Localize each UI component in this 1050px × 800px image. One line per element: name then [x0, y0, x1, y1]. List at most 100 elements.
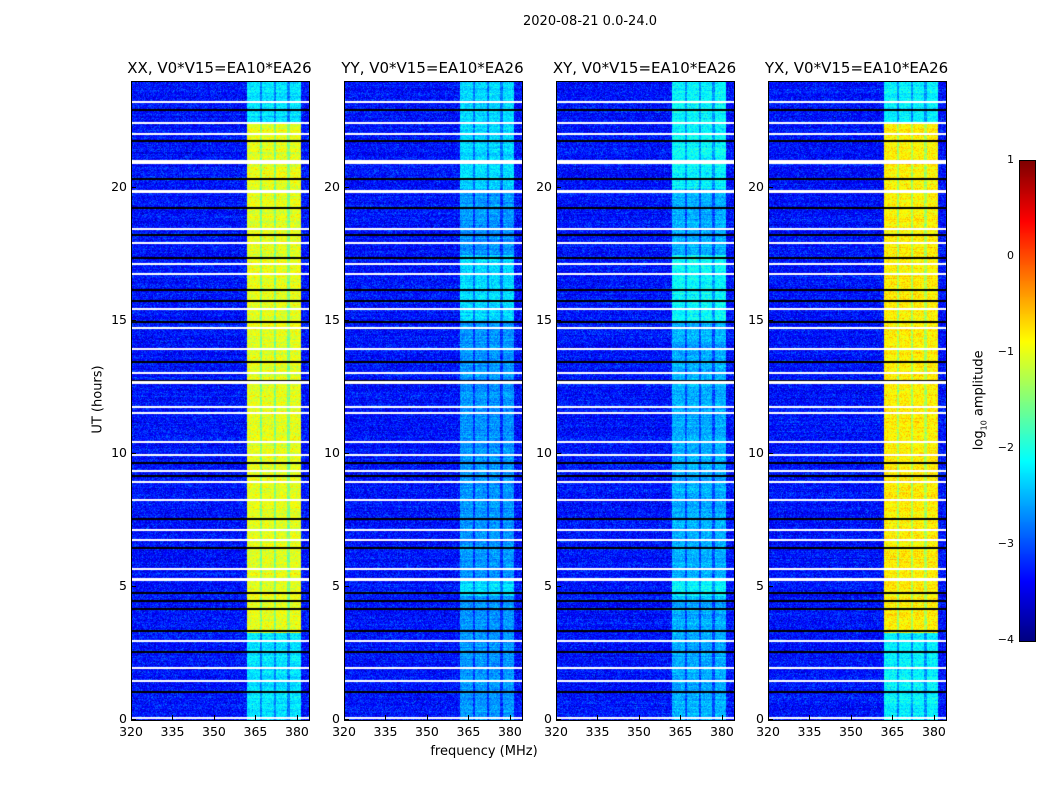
y-tick-mark — [556, 453, 561, 455]
y-tick-mark — [131, 719, 136, 720]
x-tick-label: 320 — [756, 724, 780, 739]
colorbar-gradient — [1020, 161, 1035, 641]
y-tick-mark — [768, 320, 773, 322]
spectrogram-panel — [131, 81, 310, 721]
x-tick-label: 380 — [922, 724, 946, 739]
y-tick-label: 15 — [111, 312, 127, 328]
heatmap-image — [769, 82, 946, 720]
y-tick-mark — [768, 187, 773, 189]
x-tick-label: 365 — [880, 724, 905, 739]
y-tick-mark — [768, 719, 773, 720]
x-tick-mark — [680, 715, 682, 720]
x-tick-mark — [172, 715, 174, 720]
y-tick-label: 0 — [544, 711, 552, 726]
x-tick-mark — [556, 715, 557, 720]
x-tick-mark — [509, 715, 511, 720]
spectrogram-panel — [556, 81, 735, 721]
y-tick-label: 0 — [119, 711, 127, 726]
x-tick-label: 350 — [627, 724, 651, 739]
y-axis-label: UT (hours) — [90, 365, 106, 434]
colorbar-tick-label: −1 — [997, 345, 1014, 358]
panel-title: YY, V0*V15=EA10*EA26 — [341, 59, 524, 77]
y-tick-label: 5 — [332, 578, 340, 594]
y-tick-label: 10 — [111, 445, 127, 461]
y-tick-label: 0 — [332, 711, 340, 726]
panel-title: XX, V0*V15=EA10*EA26 — [127, 59, 312, 77]
x-tick-mark — [296, 715, 298, 720]
y-tick-mark — [344, 320, 349, 322]
figure-title: 2020-08-21 0.0-24.0 — [523, 14, 657, 29]
x-tick-label: 335 — [797, 724, 822, 739]
panel-title: XY, V0*V15=EA10*EA26 — [552, 59, 737, 77]
x-axis-label: frequency (MHz) — [430, 744, 538, 759]
y-tick-label: 20 — [324, 179, 340, 195]
y-tick-mark — [344, 453, 349, 455]
x-tick-mark — [850, 715, 852, 720]
colorbar-tick-label: 0 — [1007, 249, 1014, 262]
y-tick-label: 20 — [748, 179, 764, 195]
y-tick-mark — [344, 719, 349, 720]
x-tick-label: 350 — [202, 724, 226, 739]
y-tick-label: 15 — [324, 312, 340, 328]
x-tick-mark — [385, 715, 387, 720]
colorbar-tick-label: −2 — [997, 441, 1014, 454]
x-tick-label: 335 — [585, 724, 610, 739]
x-tick-mark — [597, 715, 599, 720]
y-tick-label: 20 — [536, 179, 552, 195]
x-tick-mark — [768, 715, 769, 720]
x-tick-mark — [468, 715, 470, 720]
x-tick-mark — [255, 715, 257, 720]
x-tick-mark — [809, 715, 811, 720]
spectrogram-panel — [768, 81, 947, 721]
x-tick-label: 350 — [839, 724, 863, 739]
colorbar-tick-label: −4 — [997, 633, 1014, 646]
x-tick-label: 335 — [160, 724, 185, 739]
x-tick-mark — [721, 715, 723, 720]
x-tick-label: 380 — [498, 724, 522, 739]
y-tick-mark — [131, 320, 136, 322]
y-tick-mark — [768, 453, 773, 455]
y-tick-mark — [768, 586, 773, 588]
x-tick-mark — [892, 715, 894, 720]
x-tick-label: 365 — [456, 724, 481, 739]
x-tick-label: 380 — [285, 724, 309, 739]
y-tick-label: 5 — [544, 578, 552, 594]
y-tick-mark — [131, 453, 136, 455]
y-tick-label: 15 — [536, 312, 552, 328]
x-tick-mark — [344, 715, 345, 720]
x-tick-label: 320 — [119, 724, 143, 739]
y-tick-label: 0 — [756, 711, 764, 726]
x-tick-label: 380 — [710, 724, 734, 739]
heatmap-image — [557, 82, 734, 720]
colorbar-tick-label: −3 — [997, 537, 1014, 550]
y-tick-mark — [556, 320, 561, 322]
colorbar-tick-label: 1 — [1007, 153, 1014, 166]
y-tick-label: 10 — [536, 445, 552, 461]
y-tick-mark — [556, 719, 561, 720]
y-tick-label: 5 — [756, 578, 764, 594]
y-tick-label: 5 — [119, 578, 127, 594]
y-tick-label: 10 — [324, 445, 340, 461]
x-tick-label: 320 — [544, 724, 568, 739]
x-tick-mark — [426, 715, 428, 720]
y-tick-mark — [556, 187, 561, 189]
y-tick-label: 20 — [111, 179, 127, 195]
x-tick-mark — [933, 715, 935, 720]
x-tick-label: 365 — [668, 724, 693, 739]
y-tick-label: 15 — [748, 312, 764, 328]
x-tick-mark — [131, 715, 132, 720]
x-tick-label: 320 — [332, 724, 356, 739]
x-tick-label: 350 — [415, 724, 439, 739]
x-tick-label: 365 — [243, 724, 268, 739]
colorbar — [1019, 160, 1036, 642]
y-tick-mark — [131, 586, 136, 588]
panel-title: YX, V0*V15=EA10*EA26 — [764, 59, 949, 77]
y-tick-label: 10 — [748, 445, 764, 461]
y-tick-mark — [344, 586, 349, 588]
spectrogram-panel — [344, 81, 523, 721]
x-tick-label: 335 — [373, 724, 398, 739]
y-tick-mark — [131, 187, 136, 189]
x-tick-mark — [638, 715, 640, 720]
x-tick-mark — [213, 715, 215, 720]
heatmap-image — [132, 82, 309, 720]
